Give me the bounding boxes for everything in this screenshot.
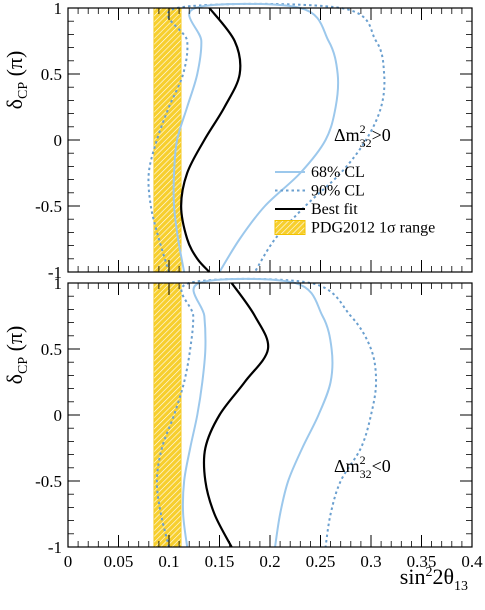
y-tick-label: 1: [54, 274, 63, 293]
series-90-cl-bottom: [155, 277, 378, 548]
legend-label: 90% CL: [311, 183, 365, 200]
y-tick-label: -0.5: [35, 472, 62, 491]
x-tick-label: 0: [64, 552, 73, 571]
plot-frame-bottom: [67, 282, 473, 548]
y-tick-label: -1: [48, 263, 62, 282]
y-tick-label: 0.5: [41, 65, 62, 84]
series-68-cl-bottom: [181, 277, 334, 548]
legend-label: Best fit: [311, 201, 358, 218]
y-axis-label-bottom: δCP (π): [2, 326, 31, 385]
mass-ordering-label-bottom: Δm2 32<0: [334, 453, 391, 481]
legend-item: 90% CL: [275, 183, 365, 200]
legend-label: PDG2012 1σ range: [311, 220, 435, 237]
x-tick-label: 0.25: [306, 552, 336, 571]
x-axis-label: sin22θ13: [400, 564, 468, 594]
x-tick-label: 0.1: [158, 552, 179, 571]
x-tick-label: 0.2: [259, 552, 280, 571]
y-tick-label: -1: [48, 538, 62, 557]
panel-top: 1 0.5 0 -0.5 -1 δCP (π) Δm2 32>0: [2, 0, 473, 282]
series-best-fit-top: [180, 7, 242, 273]
y-axis-label-top: δCP (π): [2, 51, 31, 110]
panel-bottom: 10.50-0.5-10 0.05 0.1 0.15 0.2 0.25 0.3 0.35 0.4…: [2, 274, 483, 571]
series-best-fit-bottom: [202, 282, 270, 548]
y-tick-label: 0: [54, 406, 63, 425]
y-tick-label: -0.5: [35, 197, 62, 216]
legend-item: PDG2012 1σ range: [274, 220, 435, 237]
y-tick-label: 0.5: [41, 340, 62, 359]
svg-text:δCP (π): δCP (π): [2, 51, 31, 110]
legend-item: 68% CL: [275, 164, 365, 181]
legend-swatch: [274, 220, 306, 235]
x-tick-label: 0.15: [205, 552, 235, 571]
mass-ordering-label-top: Δm2 32>0: [334, 122, 391, 150]
x-tick-label: 0.3: [360, 552, 381, 571]
svg-text:sin22θ13: sin22θ13: [400, 564, 468, 594]
svg-text:δCP (π): δCP (π): [2, 326, 31, 385]
series-68-cl-top: [172, 2, 340, 273]
legend-item: Best fit: [275, 201, 358, 218]
x-tick-label: 0.05: [104, 552, 134, 571]
y-tick-label: 1: [54, 0, 63, 18]
y-tick-label: 0: [54, 131, 63, 150]
x-tick-label: 0.35: [407, 552, 437, 571]
pdg-band-bottom: [153, 282, 182, 548]
legend-label: 68% CL: [311, 164, 365, 181]
x-tick-label: 0.4: [461, 552, 483, 571]
